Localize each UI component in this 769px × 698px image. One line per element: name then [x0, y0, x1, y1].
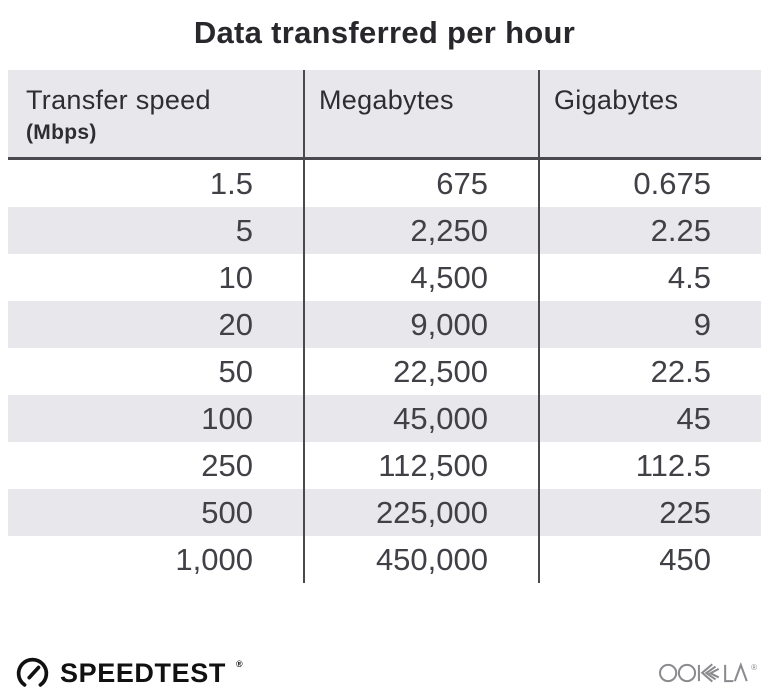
- table-cell: 250: [201, 447, 253, 483]
- table-header-row: Transfer speed (Mbps) Megabytes Gigabyte…: [8, 70, 761, 160]
- table-row: 250 112,500 112.5: [8, 442, 761, 489]
- table-cell: 10: [218, 259, 253, 295]
- table-row: 1.5 675 0.675: [8, 160, 761, 207]
- table-cell: 50: [218, 353, 253, 389]
- table-cell: 500: [201, 494, 253, 530]
- column-header-label: Gigabytes: [554, 85, 679, 115]
- table-cell: 0.675: [538, 160, 761, 207]
- table-cell: 1.5: [209, 165, 253, 201]
- table-cell: 45,000: [303, 395, 538, 442]
- registered-trademark-icon: ®: [235, 658, 243, 669]
- table-cell: 4,500: [303, 254, 538, 301]
- table-cell: 112,500: [303, 442, 538, 489]
- table-cell: 22.5: [538, 348, 761, 395]
- table-cell: 45: [538, 395, 761, 442]
- table-cell: 225,000: [303, 489, 538, 536]
- speedtest-gauge-icon: [16, 657, 49, 687]
- table-cell: 675: [303, 160, 538, 207]
- registered-trademark-icon: ®: [751, 663, 757, 672]
- table-row: 20 9,000 9: [8, 301, 761, 348]
- column-header-transfer-speed: Transfer speed (Mbps): [8, 70, 303, 157]
- speedtest-logo: SPEEDTEST ®: [14, 655, 243, 692]
- ookla-logo: ®: [658, 660, 757, 686]
- footer: SPEEDTEST ® ®: [14, 651, 757, 695]
- column-header-unit: (Mbps): [26, 121, 97, 144]
- table-body: 1.5 675 0.675 5 2,250 2.25 10 4,500 4.5 20 9,000 9 5…: [8, 160, 761, 583]
- data-table: Transfer speed (Mbps) Megabytes Gigabyte…: [8, 70, 761, 583]
- column-header-label: Transfer speed: [26, 85, 211, 115]
- table-row: 1,000 450,000 450: [8, 536, 761, 583]
- table-cell: 2,250: [303, 207, 538, 254]
- table-cell: 2.25: [538, 207, 761, 254]
- table-cell: 20: [218, 306, 253, 342]
- page-title: Data transferred per hour: [193, 15, 576, 50]
- table-cell: 22,500: [303, 348, 538, 395]
- table-cell: 4.5: [538, 254, 761, 301]
- speedtest-wordmark: SPEEDTEST: [60, 657, 226, 688]
- table-row: 5 2,250 2.25: [8, 207, 761, 254]
- ookla-wordmark-icon: [659, 661, 748, 683]
- column-header-gigabytes: Gigabytes: [538, 70, 761, 157]
- table-cell: 450: [538, 536, 761, 583]
- table-cell: 450,000: [303, 536, 538, 583]
- table-cell: 100: [201, 400, 253, 436]
- table-row: 500 225,000 225: [8, 489, 761, 536]
- table-row: 50 22,500 22.5: [8, 348, 761, 395]
- table-row: 100 45,000 45: [8, 395, 761, 442]
- column-header-megabytes: Megabytes: [303, 70, 538, 157]
- table-cell: 112.5: [538, 442, 761, 489]
- table-cell: 9: [538, 301, 761, 348]
- table-cell: 9,000: [303, 301, 538, 348]
- table-cell: 1,000: [175, 541, 253, 577]
- table-row: 10 4,500 4.5: [8, 254, 761, 301]
- table-cell: 225: [538, 489, 761, 536]
- column-header-label: Megabytes: [319, 85, 454, 115]
- table-cell: 5: [235, 212, 253, 248]
